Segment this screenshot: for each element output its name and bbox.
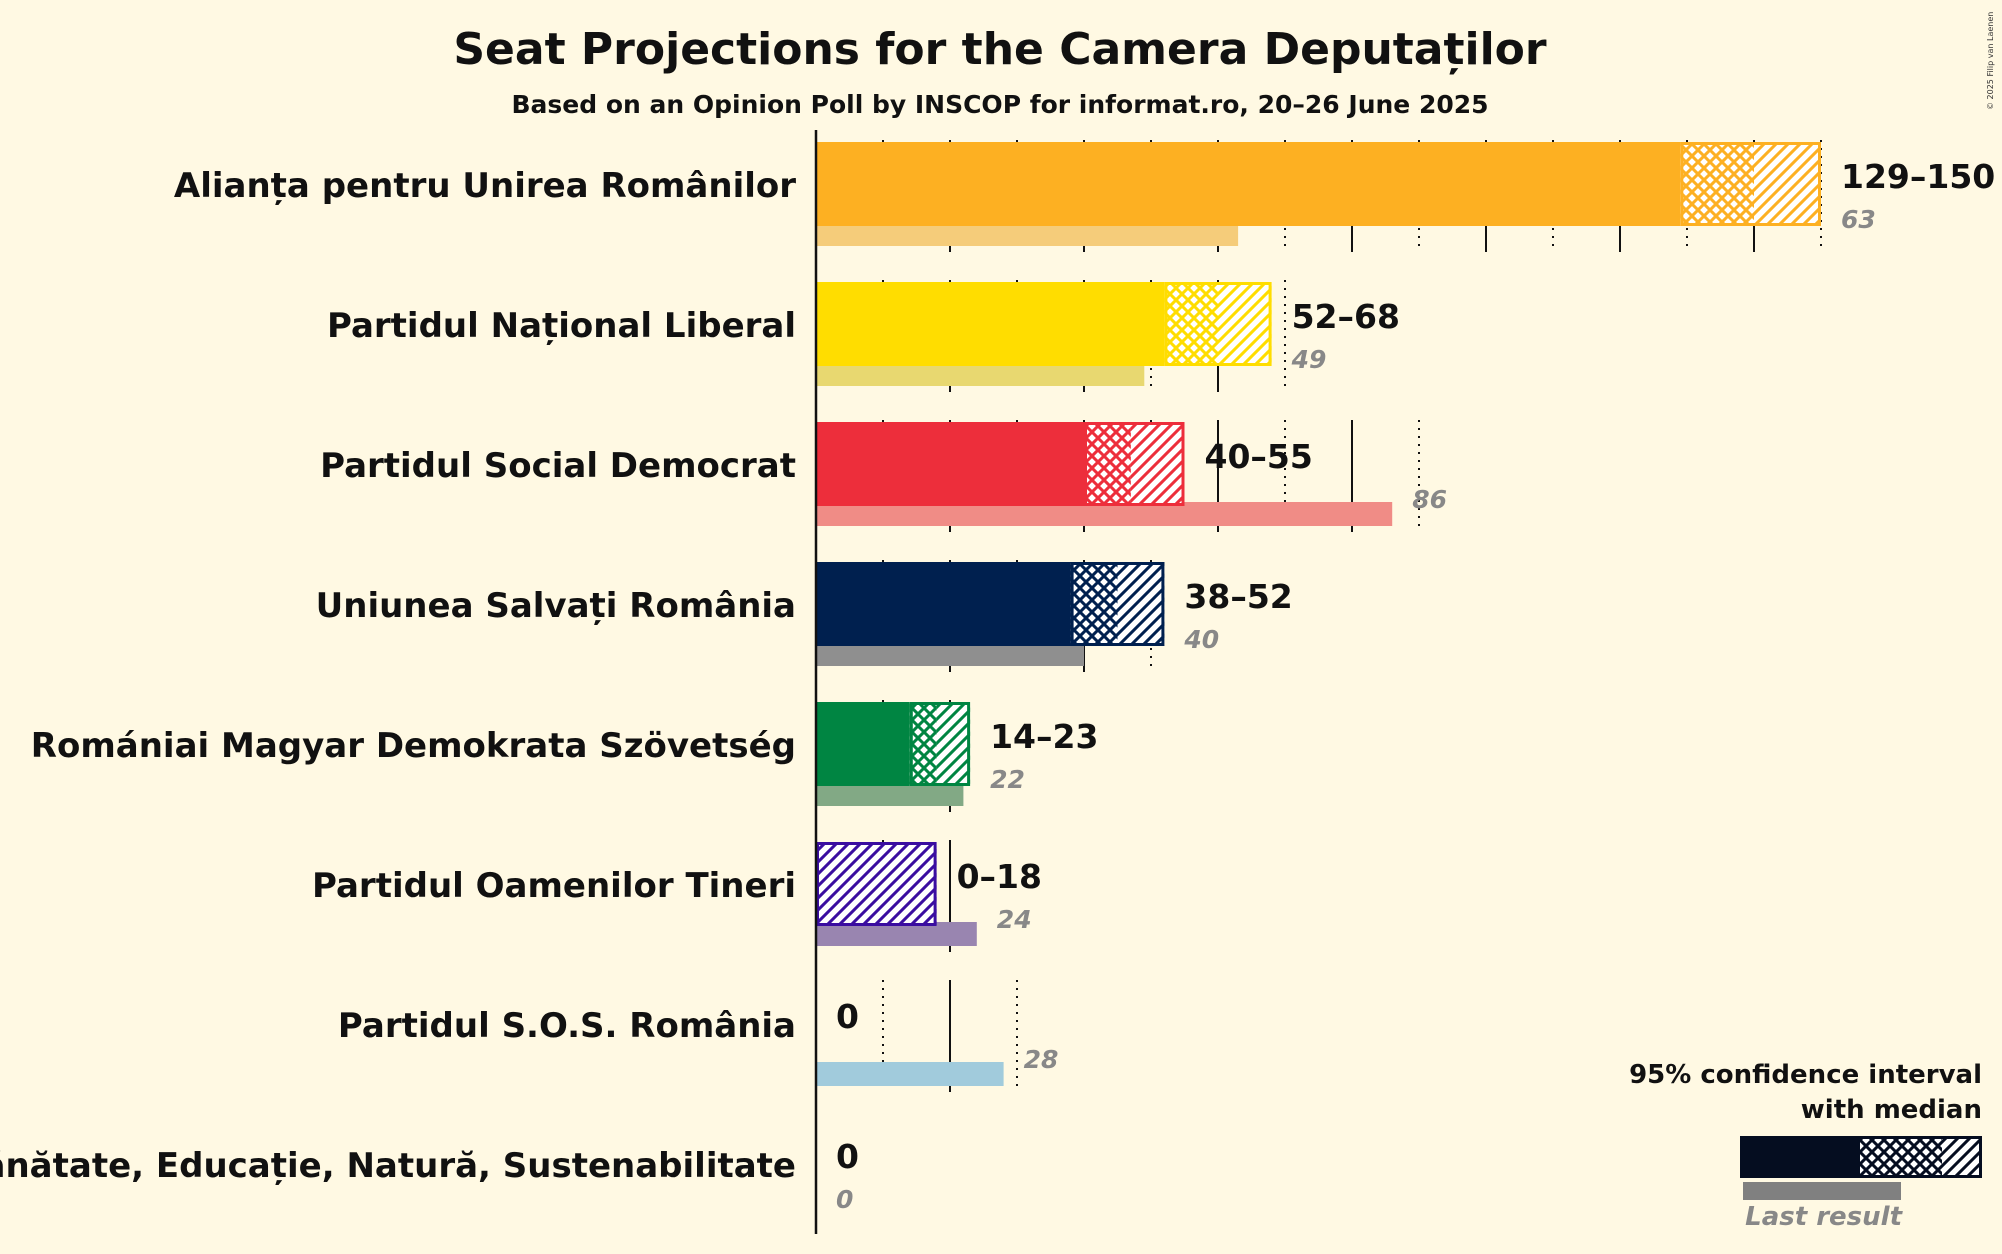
projection-crosshatch-bar [1070,562,1118,646]
party-row: Partidul Social Democrat 40–55 86 [320,422,1447,526]
party-row: Partidul S.O.S. România 0 28 [338,997,1058,1086]
projection-crosshatch-bar [1164,282,1218,366]
projection-hatch-bar [1130,422,1185,506]
party-label: Partidul S.O.S. România [338,1006,796,1046]
chart-title: Seat Projections for the Camera Deputați… [453,24,1547,75]
range-label: 0–18 [957,857,1042,896]
last-result-label: 86 [1412,485,1447,514]
projection-solid-bar [816,702,910,786]
chart-subtitle: Based on an Opinion Poll by INSCOP for i… [511,90,1488,119]
range-label: 129–150 [1841,157,1995,196]
projection-solid-bar [816,422,1084,506]
party-row: Romániai Magyar Demokrata Szövetség 14–23… [31,702,1098,806]
range-label: 14–23 [990,717,1098,756]
legend-last-result-bar [1743,1182,1901,1200]
projection-outline [1680,142,1822,226]
last-result-label: 24 [997,905,1032,934]
projection-solid-bar [816,142,1681,226]
party-row: Alianța pentru Unirea Românilor 129–150 63 [174,142,1995,246]
bars-group: Alianța pentru Unirea Românilor 129–150 63… [0,142,1995,1214]
party-row: Partidul Oamenilor Tineri 0–18 24 [312,842,1042,946]
copyright-text: © 2025 Filip van Laenen [1986,12,1995,110]
range-label: 0 [836,997,859,1036]
legend-last-result-label: Last result [1745,1202,1903,1232]
last-result-label: 22 [990,765,1025,794]
projection-outline [1164,282,1272,366]
range-label: 52–68 [1292,297,1400,336]
party-label: Romániai Magyar Demokrata Szövetség [31,726,796,766]
legend-hatch-bar [1942,1136,1982,1178]
projection-hatch-bar [936,702,971,786]
party-label: Partidul Social Democrat [320,446,796,486]
projection-outline [909,702,971,786]
projection-hatch-bar [1218,282,1272,366]
last-result-label: 0 [836,1185,853,1214]
legend-line-2: with median [1801,1095,1982,1125]
projection-outline [1070,562,1165,646]
party-row: Partidul Național Liberal 52–68 49 [327,282,1400,386]
last-result-label: 40 [1183,625,1219,654]
projection-solid-bar [816,282,1165,366]
party-row: Uniunea Salvați România 38–52 40 [316,562,1293,666]
projection-hatch-bar [1754,142,1821,226]
range-label: 0 [836,1137,859,1176]
party-label: Partidul Național Liberal [327,306,796,346]
last-result-label: 63 [1841,205,1876,234]
projection-hatch-bar [816,842,937,926]
party-row: Sănătate, Educație, Natură, Sustenabilit… [0,1137,859,1214]
party-label: Sănătate, Educație, Natură, Sustenabilit… [0,1146,796,1186]
projection-crosshatch-bar [1680,142,1754,226]
legend-crosshatch-bar [1860,1136,1942,1178]
party-label: Partidul Oamenilor Tineri [312,866,796,906]
last-result-label: 49 [1291,345,1327,374]
projection-crosshatch-bar [1084,422,1131,506]
projection-crosshatch-bar [909,702,937,786]
range-label: 40–55 [1205,437,1313,476]
projection-outline [1084,422,1185,506]
legend: 95% confidence interval with median Last… [1629,1060,1982,1232]
projection-hatch-bar [1117,562,1165,646]
party-label: Uniunea Salvați România [316,586,796,626]
projection-solid-bar [816,562,1071,646]
legend-line-1: 95% confidence interval [1629,1060,1982,1090]
projection-outline [816,842,937,926]
last-result-bar [816,1062,1004,1086]
party-label: Alianța pentru Unirea Românilor [174,166,796,206]
legend-solid-bar [1740,1136,1860,1178]
range-label: 38–52 [1184,577,1292,616]
last-result-label: 28 [1024,1045,1059,1074]
legend-outline [1740,1136,1982,1178]
